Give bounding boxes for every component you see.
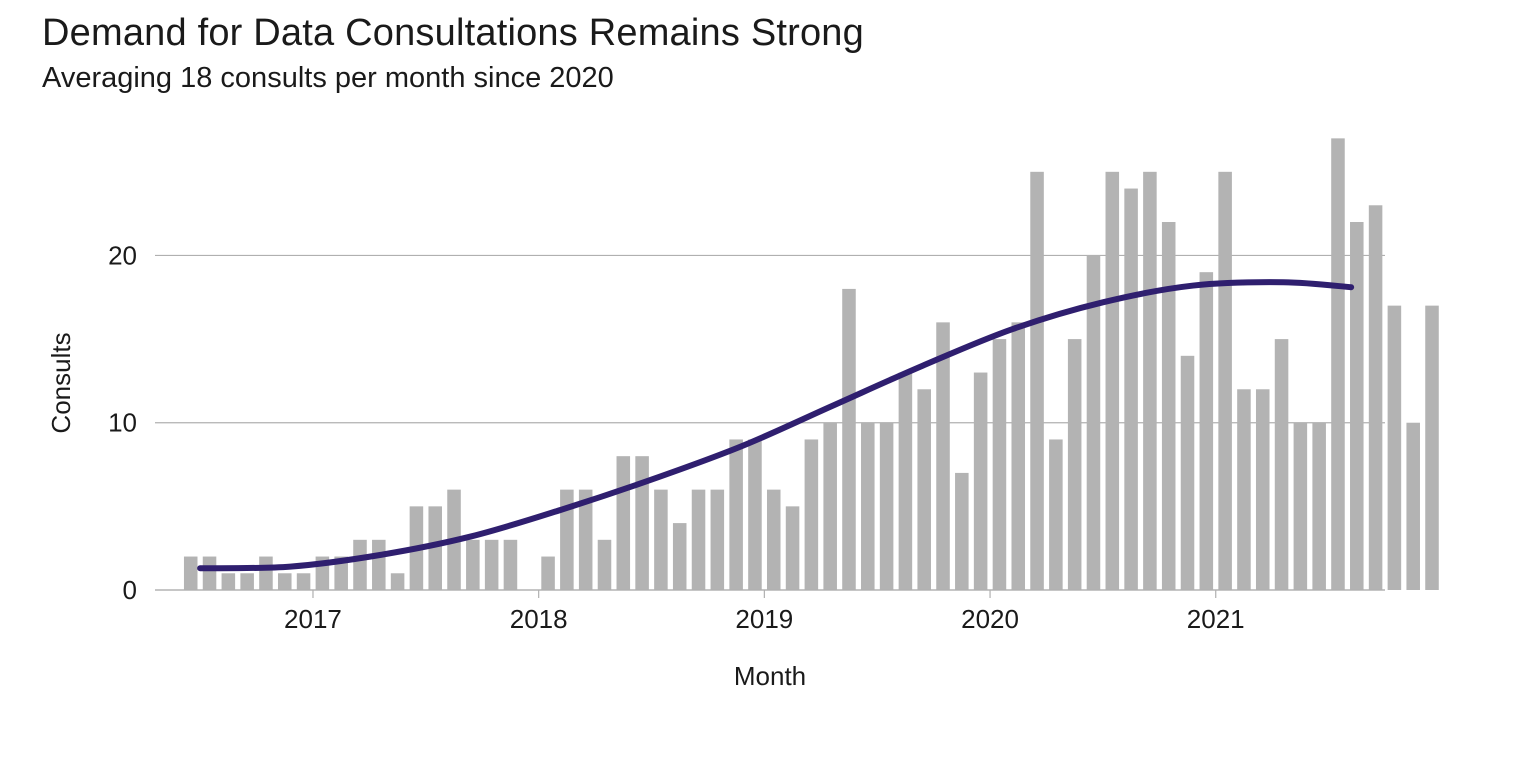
bar [861, 423, 875, 590]
x-tick-label: 2020 [961, 604, 1019, 634]
bar [240, 573, 254, 590]
bar [711, 490, 725, 590]
bar [184, 557, 198, 590]
bar [654, 490, 668, 590]
bar [1350, 222, 1364, 590]
bar [936, 322, 950, 590]
x-tick-label: 2021 [1187, 604, 1245, 634]
bar [541, 557, 555, 590]
bar [1143, 172, 1157, 590]
bar [974, 373, 988, 590]
bar [842, 289, 856, 590]
bar [880, 423, 894, 590]
bar [993, 339, 1007, 590]
bar [1106, 172, 1120, 590]
bar [1049, 439, 1063, 590]
bar [1275, 339, 1289, 590]
bar [372, 540, 386, 590]
y-tick-label: 20 [108, 240, 137, 270]
bar [729, 439, 743, 590]
bar [1425, 306, 1439, 590]
bar [598, 540, 612, 590]
bar [297, 573, 311, 590]
bar [203, 557, 217, 590]
bar [1294, 423, 1308, 590]
bar [1200, 272, 1214, 590]
bar [692, 490, 706, 590]
bar [222, 573, 236, 590]
x-tick-label: 2017 [284, 604, 342, 634]
bar [1256, 389, 1270, 590]
bar [748, 439, 762, 590]
x-tick-label: 2018 [510, 604, 568, 634]
x-axis-label: Month [734, 661, 806, 691]
bar [786, 506, 800, 590]
bar [635, 456, 649, 590]
bar [823, 423, 837, 590]
consults-chart: 2017 2018 2019 2020 2021 0 10 20 Month Consults [0, 0, 1536, 768]
bar [1162, 222, 1176, 590]
bar [391, 573, 405, 590]
bar [1237, 389, 1251, 590]
bar [1181, 356, 1195, 590]
bar [1388, 306, 1402, 590]
bar [1331, 138, 1345, 590]
bar [917, 389, 931, 590]
bar [955, 473, 969, 590]
bar [1312, 423, 1326, 590]
bar [617, 456, 631, 590]
bar [1011, 322, 1025, 590]
bar [485, 540, 499, 590]
bar [805, 439, 819, 590]
y-tick-label: 0 [123, 575, 137, 605]
bar [1218, 172, 1232, 590]
y-axis-label: Consults [46, 332, 76, 433]
bar [1369, 205, 1383, 590]
bar [673, 523, 687, 590]
bar [1124, 189, 1138, 590]
x-tick-label: 2019 [735, 604, 793, 634]
bar [504, 540, 518, 590]
bar [1030, 172, 1044, 590]
bar [259, 557, 273, 590]
bar [767, 490, 781, 590]
bar [278, 573, 292, 590]
bar [353, 540, 367, 590]
y-tick-label: 10 [108, 408, 137, 438]
bar [1406, 423, 1420, 590]
bar [899, 373, 913, 590]
bar [1068, 339, 1082, 590]
bar [466, 540, 480, 590]
